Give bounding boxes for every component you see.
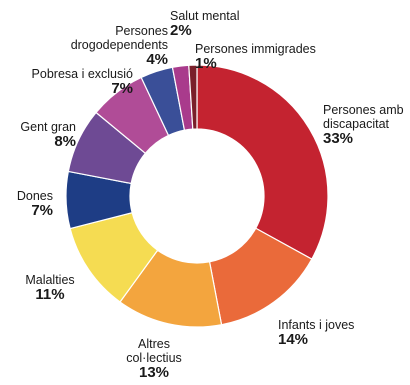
label-dones: Dones 7% [17, 189, 53, 220]
label-name: Salut mental [170, 9, 240, 23]
label-name: Altres [138, 337, 170, 351]
slice-persones-immigrades [188, 64, 198, 130]
label-name: Dones [16, 189, 53, 203]
label-value: 2% [170, 22, 192, 39]
label-gent-gran: Gent gran 8% [20, 120, 76, 151]
label-value: 11% [35, 286, 65, 303]
label-persones-drogodependents: Persones drogodependents 4% [71, 24, 168, 69]
label-name: drogodependents [70, 38, 168, 52]
slice-persones-amb-discapacitat [196, 64, 329, 260]
label-value: 8% [54, 133, 76, 150]
label-name: Persones [115, 24, 168, 38]
label-persones-amb-discapacitat: Persones amb discapacitat 33% [323, 103, 404, 148]
label-infants-i-joves: Infants i joves 14% [278, 318, 354, 349]
label-name: Persones amb [323, 103, 404, 117]
label-value: 1% [195, 55, 217, 72]
donut-slices [65, 64, 329, 328]
label-altres-collectius: Altres col·lectius 13% [122, 337, 186, 382]
label-name: Malalties [25, 273, 75, 287]
label-name: Gent gran [20, 120, 76, 134]
label-name: Infants i joves [278, 318, 355, 332]
label-pobresa-i-exclusio: Pobresa i exclusió 7% [32, 67, 133, 98]
label-value: 4% [146, 51, 168, 68]
label-persones-immigrades: Persones immigrades 1% [195, 42, 316, 73]
label-name: discapacitat [323, 117, 390, 131]
label-value: 7% [111, 80, 133, 97]
label-value: 14% [278, 331, 309, 348]
label-name: Persones immigrades [195, 42, 316, 56]
label-name: col·lectius [126, 351, 182, 365]
label-value: 13% [138, 364, 170, 381]
label-name: Pobresa i exclusió [31, 67, 133, 81]
label-value: 33% [323, 130, 354, 147]
label-salut-mental: Salut mental 2% [170, 9, 239, 40]
label-malalties: Malalties 11% [22, 273, 78, 304]
label-value: 7% [31, 202, 53, 219]
